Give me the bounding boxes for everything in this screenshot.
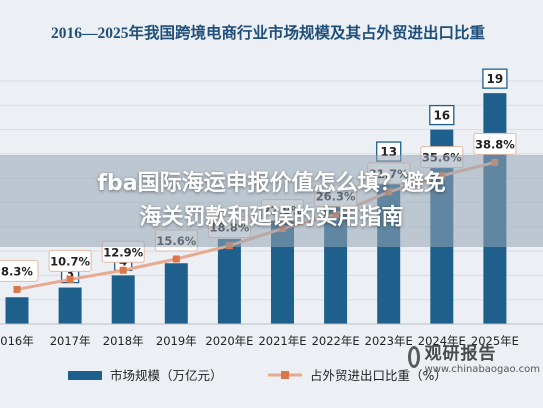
logo-icon <box>408 346 420 368</box>
line-point <box>66 275 74 283</box>
line-point <box>172 255 180 263</box>
x-axis-tick-labels: 016年 2017年 2018年 2019年 2020年E 2021年E 2022年E 202… <box>0 334 519 348</box>
x-tick-label: 2020年E <box>205 334 253 348</box>
bar <box>5 297 29 324</box>
line-data-label: 10.7% <box>50 254 90 268</box>
chart-title: 2016—2025年我国跨境电商行业市场规模及其占外贸进出口比重 <box>51 23 486 42</box>
line-point <box>119 266 127 274</box>
x-tick-label: 2024年E <box>418 334 466 348</box>
legend-swatch-marker <box>281 371 289 379</box>
bar-data-label-box <box>429 104 455 126</box>
logo-url: www.chinabaogao.com <box>424 364 540 375</box>
article-title-banner: fba国际海运申报价值怎么填？避免 海关罚款和延误的实用指南 <box>0 155 543 247</box>
x-tick-label: 2017年 <box>50 334 91 348</box>
line-data-label-box <box>0 259 39 282</box>
bar-data-label-box <box>482 68 508 89</box>
x-tick-label: 2022年E <box>312 334 360 348</box>
bar <box>58 287 82 324</box>
x-tick-label: 2019年 <box>156 334 197 348</box>
bar <box>164 263 188 324</box>
banner-line-1: fba国际海运申报价值怎么填？避免 <box>97 171 446 196</box>
line-data-label: 38.8% <box>475 137 515 151</box>
line-point <box>13 285 21 293</box>
bar <box>111 275 135 324</box>
bar-data-label: 16 <box>433 109 450 123</box>
line-data-label-box <box>473 132 517 155</box>
legend: 市场规模（万亿元） 占外贸进出口比重（%） <box>68 368 447 383</box>
x-tick-label: 2023年E <box>365 334 413 348</box>
bar-series <box>5 93 507 325</box>
watermark-logo: 观研报告 www.chinabaogao.com <box>408 340 540 380</box>
logo-name: 观研报告 <box>424 344 497 364</box>
line-data-label-box <box>48 249 92 272</box>
x-tick-label: 2025年E <box>471 334 519 348</box>
bar <box>217 238 241 324</box>
legend-label-line: 占外贸进出口比重（%） <box>310 368 447 383</box>
x-tick-label: 2021年E <box>258 334 306 348</box>
bar-data-label: 19 <box>487 72 504 86</box>
line-data-label: 8.3% <box>1 264 33 278</box>
legend-swatch-bar <box>68 371 102 380</box>
x-tick-label: 2018年 <box>103 334 144 348</box>
x-tick-label: 016年 <box>0 334 33 348</box>
banner-line-2: 海关罚款和延误的实用指南 <box>139 205 404 230</box>
bar-data-label: 3 <box>66 267 74 281</box>
legend-label-bar: 市场规模（万亿元） <box>110 368 223 383</box>
line-data-label: 12.9% <box>103 245 143 259</box>
